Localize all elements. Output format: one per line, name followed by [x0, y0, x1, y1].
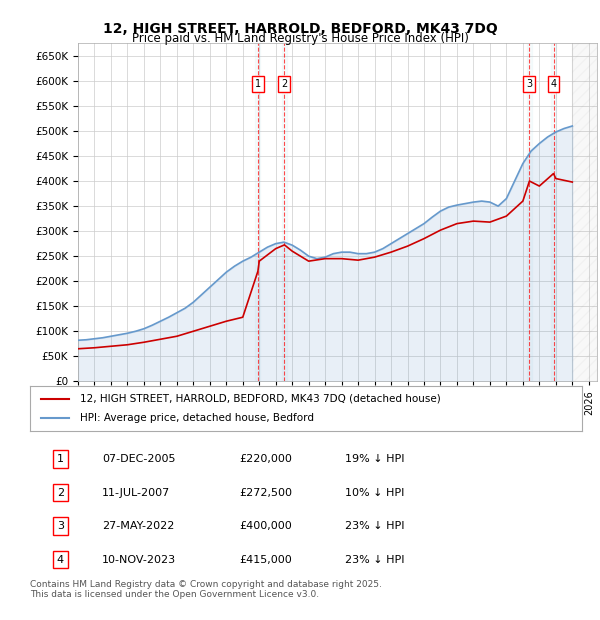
- Bar: [551, 43, 556, 381]
- Text: 10-NOV-2023: 10-NOV-2023: [102, 554, 176, 565]
- Text: 12, HIGH STREET, HARROLD, BEDFORD, MK43 7DQ: 12, HIGH STREET, HARROLD, BEDFORD, MK43 …: [103, 22, 497, 36]
- Text: 19% ↓ HPI: 19% ↓ HPI: [344, 454, 404, 464]
- Text: 1: 1: [57, 454, 64, 464]
- Text: 3: 3: [57, 521, 64, 531]
- Text: 23% ↓ HPI: 23% ↓ HPI: [344, 521, 404, 531]
- Text: HPI: Average price, detached house, Bedford: HPI: Average price, detached house, Bedf…: [80, 414, 314, 423]
- Text: 1: 1: [255, 79, 261, 89]
- Bar: [256, 43, 260, 381]
- Text: Contains HM Land Registry data © Crown copyright and database right 2025.
This d: Contains HM Land Registry data © Crown c…: [30, 580, 382, 599]
- Bar: [527, 43, 532, 381]
- Text: £220,000: £220,000: [240, 454, 293, 464]
- Text: 11-JUL-2007: 11-JUL-2007: [102, 487, 170, 498]
- Text: 3: 3: [526, 79, 533, 89]
- Text: 2: 2: [57, 487, 64, 498]
- Bar: [282, 43, 287, 381]
- Text: £415,000: £415,000: [240, 554, 293, 565]
- Text: £400,000: £400,000: [240, 521, 293, 531]
- Text: 4: 4: [550, 79, 557, 89]
- Text: 27-MAY-2022: 27-MAY-2022: [102, 521, 174, 531]
- Text: 2: 2: [281, 79, 287, 89]
- Text: £272,500: £272,500: [240, 487, 293, 498]
- Text: 4: 4: [57, 554, 64, 565]
- Text: Price paid vs. HM Land Registry's House Price Index (HPI): Price paid vs. HM Land Registry's House …: [131, 32, 469, 45]
- Text: 10% ↓ HPI: 10% ↓ HPI: [344, 487, 404, 498]
- Text: 07-DEC-2005: 07-DEC-2005: [102, 454, 175, 464]
- Text: 12, HIGH STREET, HARROLD, BEDFORD, MK43 7DQ (detached house): 12, HIGH STREET, HARROLD, BEDFORD, MK43 …: [80, 394, 440, 404]
- Bar: [572, 43, 597, 381]
- Text: 23% ↓ HPI: 23% ↓ HPI: [344, 554, 404, 565]
